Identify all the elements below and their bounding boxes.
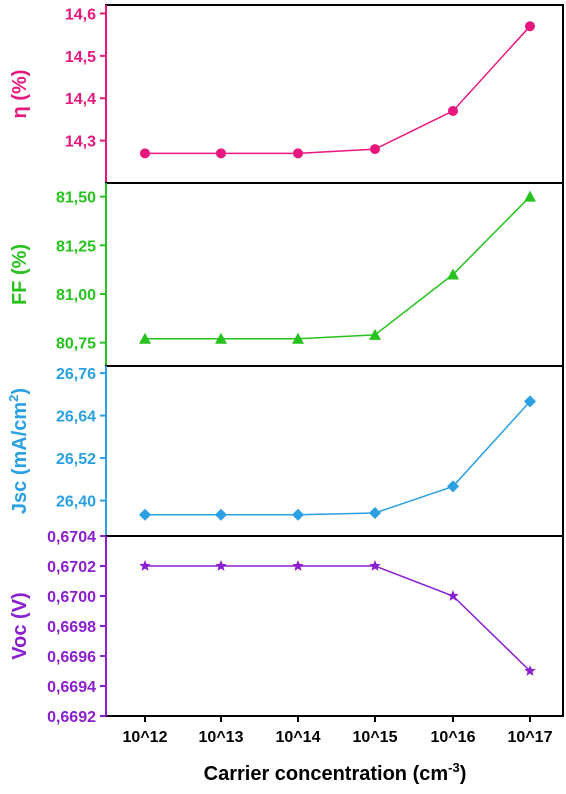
data-point [292, 508, 304, 521]
y-axis-label: Voc (V) [9, 592, 31, 659]
y-axis-label: Jsc (mA/cm2) [6, 388, 31, 514]
data-point [447, 480, 459, 493]
x-axis-label: Carrier concentration (cm-3) [204, 760, 467, 785]
data-point [369, 506, 381, 519]
data-point [139, 332, 151, 344]
x-tick-label: 10^15 [353, 729, 398, 746]
data-point [447, 268, 459, 280]
data-point [215, 560, 227, 571]
y-tick-label: 14,3 [65, 134, 96, 151]
x-tick-label: 10^17 [508, 729, 553, 746]
data-point [139, 508, 151, 521]
series-line-eta [145, 25, 531, 155]
data-point [140, 148, 150, 159]
data-point [216, 148, 226, 159]
data-point [293, 148, 303, 159]
y-tick-label: 0,6694 [47, 679, 96, 696]
y-tick-label: 14,4 [65, 91, 96, 108]
y-tick-label: 26,64 [56, 409, 96, 426]
panel-frame [105, 4, 564, 184]
data-point [139, 560, 151, 571]
y-axis-label: FF (%) [9, 244, 31, 305]
x-tick-label: 10^16 [431, 729, 476, 746]
data-point [292, 332, 304, 344]
panel-frame [105, 365, 564, 537]
y-tick-label: 80,75 [56, 336, 96, 353]
y-tick-label: 81,50 [56, 190, 96, 207]
y-tick-label: 0,6702 [47, 559, 96, 576]
y-tick-label: 0,6700 [47, 589, 96, 606]
series-line-ff [145, 196, 531, 340]
data-point [370, 144, 380, 155]
data-point [447, 590, 459, 601]
y-tick-label: 81,00 [56, 287, 96, 304]
y-tick-label: 0,6696 [47, 649, 96, 666]
x-tick-label: 10^14 [276, 729, 321, 746]
series-line-jsc [145, 400, 531, 516]
panel-ff: 80,75 81,00 81,25 81,50 FF (%) [9, 182, 564, 367]
y-tick-label: 14,6 [65, 6, 96, 23]
panel-jsc: 26,40 26,52 26,64 26,76 Jsc (mA/cm2) [6, 365, 564, 537]
y-tick-label: 81,25 [56, 238, 96, 255]
data-point [369, 560, 381, 571]
data-point [524, 190, 536, 202]
panel-voc: 0,6692 0,6694 0,6696 0,6698 0,6700 0,6702 0,67… [9, 529, 564, 726]
x-tick-label: 10^12 [123, 729, 168, 746]
y-tick-label: 26,40 [56, 494, 96, 511]
data-point [525, 21, 535, 32]
data-point [369, 328, 381, 340]
data-point [524, 665, 536, 676]
panel-eta: 14,3 14,4 14,5 14,6 η (%) [9, 4, 564, 184]
y-tick-label: 14,5 [65, 49, 96, 66]
data-point [292, 560, 304, 571]
y-tick-label: 26,76 [56, 366, 96, 383]
x-axis: 10^12 10^13 10^14 10^15 10^16 10^17 [123, 716, 553, 746]
panel-frame [105, 535, 564, 717]
data-point [215, 332, 227, 344]
series-line-voc [145, 565, 531, 672]
x-tick-label: 10^13 [199, 729, 244, 746]
data-point [448, 105, 458, 116]
y-tick-label: 0,6692 [47, 709, 96, 726]
y-tick-label: 26,52 [56, 451, 96, 468]
y-axis-label: η (%) [9, 70, 31, 119]
y-tick-label: 0,6704 [47, 529, 96, 546]
data-point [524, 395, 536, 408]
y-tick-label: 0,6698 [47, 619, 96, 636]
data-point [215, 508, 227, 521]
